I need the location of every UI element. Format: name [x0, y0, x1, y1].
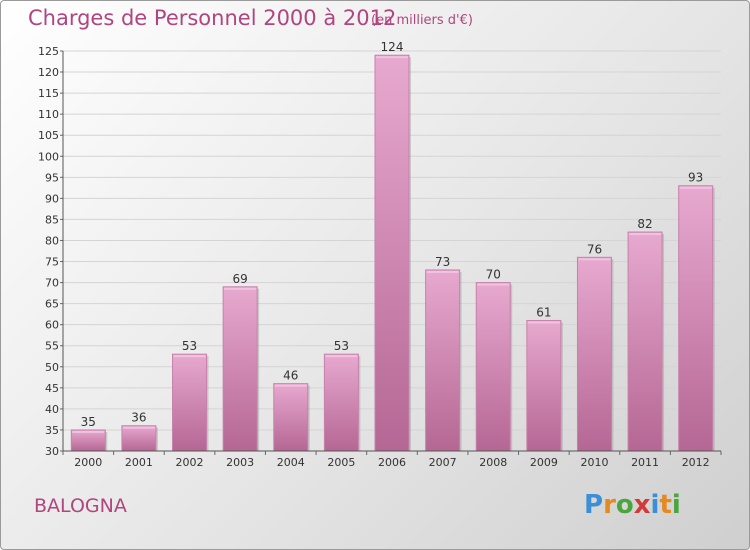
y-tick-label: 40 — [45, 403, 59, 416]
y-tick-label: 105 — [38, 129, 59, 142]
bar — [475, 282, 511, 452]
y-tick-label: 85 — [45, 213, 59, 226]
y-tick-label: 120 — [38, 66, 59, 79]
y-tick-label: 90 — [45, 192, 59, 205]
x-tick-label: 2012 — [682, 456, 710, 469]
bar-highlight — [72, 430, 105, 433]
bar — [526, 319, 562, 452]
bar — [374, 54, 410, 452]
data-label: 70 — [486, 268, 501, 282]
bar — [627, 231, 663, 452]
bar — [121, 425, 157, 452]
y-axis: 30 35 40 45 50 55 60 65 70 75 80 85 90 95 100 105 110 115… — [38, 45, 64, 458]
bar — [425, 269, 461, 452]
bars: 35 36 53 69 46 53 124 73 70 61 76 82 93 — [70, 40, 715, 452]
bar — [273, 383, 309, 452]
x-tick-label: 2006 — [378, 456, 406, 469]
y-tick-label: 80 — [45, 234, 59, 247]
y-tick-label: 70 — [45, 277, 59, 290]
bar — [323, 353, 359, 452]
logo-letter: i — [650, 490, 660, 520]
y-tick-label: 125 — [38, 45, 59, 58]
bar-highlight — [527, 321, 560, 324]
bar — [222, 286, 258, 452]
bar-highlight — [679, 186, 712, 189]
data-label: 36 — [131, 411, 146, 425]
data-label: 69 — [233, 272, 248, 286]
bar — [576, 256, 612, 452]
x-tick-label: 2007 — [429, 456, 457, 469]
data-label: 53 — [182, 339, 197, 353]
y-tick-label: 65 — [45, 298, 59, 311]
logo-letter: o — [615, 490, 634, 520]
data-label: 46 — [283, 369, 298, 383]
proxiti-logo: Proxiti — [584, 490, 681, 520]
y-tick-label: 75 — [45, 256, 59, 269]
bar — [678, 185, 714, 452]
x-tick-label: 2009 — [530, 456, 558, 469]
bar-highlight — [477, 283, 510, 286]
y-tick-label: 35 — [45, 424, 59, 437]
logo-letter: t — [659, 490, 672, 520]
x-tick-label: 2002 — [176, 456, 204, 469]
x-tick-label: 2005 — [327, 456, 355, 469]
data-label: 73 — [435, 255, 450, 269]
data-label: 35 — [81, 415, 96, 429]
y-tick-label: 55 — [45, 340, 59, 353]
logo-letter: i — [671, 490, 681, 520]
y-tick-label: 30 — [45, 445, 59, 458]
y-tick-label: 60 — [45, 319, 59, 332]
commune-name: BALOGNA — [34, 495, 127, 517]
chart-subtitle: (en milliers d'€) — [371, 13, 473, 28]
bar-highlight — [173, 355, 206, 358]
x-axis: 2000 2001 2002 2003 2004 2005 2006 2007 2008 2009… — [62, 450, 722, 469]
x-tick-label: 2000 — [74, 456, 102, 469]
data-label: 93 — [688, 171, 703, 185]
data-label: 76 — [587, 242, 602, 256]
logo-letter: r — [603, 490, 616, 520]
y-tick-label: 45 — [45, 382, 59, 395]
bar-highlight — [426, 270, 459, 273]
x-tick-label: 2010 — [580, 456, 608, 469]
logo-letter: x — [633, 490, 651, 520]
bar-highlight — [224, 287, 257, 290]
data-label: 53 — [334, 339, 349, 353]
chart-title: Charges de Personnel 2000 à 2012 — [28, 6, 397, 30]
x-tick-label: 2011 — [631, 456, 659, 469]
data-label: 82 — [637, 217, 652, 231]
y-tick-label: 50 — [45, 361, 59, 374]
logo-letter: P — [584, 490, 604, 520]
bar — [172, 353, 208, 452]
y-tick-label: 110 — [38, 108, 59, 121]
bar-highlight — [325, 355, 358, 358]
x-tick-label: 2008 — [479, 456, 507, 469]
bar — [70, 429, 106, 452]
bar-highlight — [376, 56, 408, 59]
data-label: 124 — [381, 40, 404, 54]
bar-highlight — [629, 233, 662, 236]
bar-highlight — [578, 258, 611, 261]
x-tick-label: 2004 — [277, 456, 305, 469]
y-tick-label: 100 — [38, 150, 59, 163]
x-tick-label: 2003 — [226, 456, 254, 469]
x-tick-label: 2001 — [125, 456, 153, 469]
y-tick-label: 115 — [38, 87, 59, 100]
bar-highlight — [274, 384, 307, 387]
y-tick-label: 95 — [45, 171, 59, 184]
bar-highlight — [122, 426, 155, 429]
data-label: 61 — [536, 305, 551, 319]
